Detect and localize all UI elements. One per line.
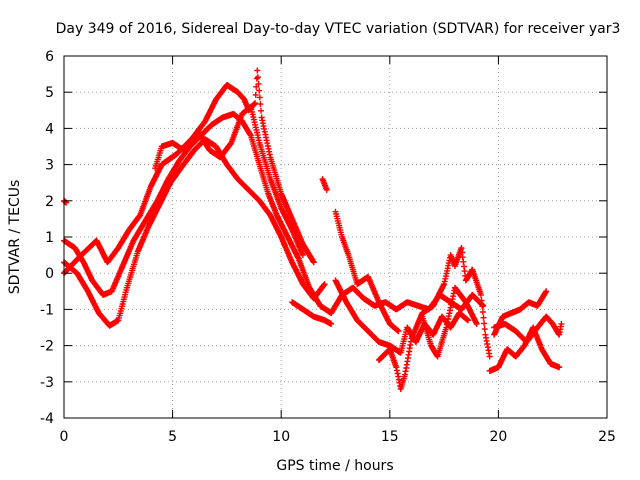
y-tick-label: 4 xyxy=(45,121,54,137)
series-track-11 xyxy=(419,284,480,360)
data-point-markers xyxy=(375,244,493,392)
x-axis-label: GPS time / hours xyxy=(276,458,393,474)
chart-title: Day 349 of 2016, Sidereal Day-to-day VTE… xyxy=(56,21,621,37)
y-tick-label: 5 xyxy=(45,85,54,101)
data-point-markers xyxy=(332,208,402,335)
y-tick-label: 1 xyxy=(45,230,54,246)
series-track-7 xyxy=(319,176,330,193)
series-track-9 xyxy=(332,208,402,335)
axis-ticks: -4 -3 -2 -1 0 1 2 3 4 5 6 0 5 10 15 20 25 xyxy=(40,49,616,445)
y-tick-label: -4 xyxy=(40,411,54,427)
y-tick-label: 6 xyxy=(45,49,54,65)
series-track-10 xyxy=(375,244,493,392)
x-tick-label: 0 xyxy=(60,429,69,445)
series-track-6 xyxy=(289,299,335,327)
x-tick-label: 25 xyxy=(598,429,616,445)
y-axis-label: SDTVAR / TECUs xyxy=(7,180,23,295)
x-tick-label: 15 xyxy=(381,429,399,445)
x-tick-label: 10 xyxy=(272,429,290,445)
data-point-markers xyxy=(289,299,335,327)
data-point-markers xyxy=(419,284,480,360)
data-series xyxy=(61,67,565,392)
y-tick-label: -1 xyxy=(40,302,54,318)
data-point-markers xyxy=(491,313,565,345)
data-point-markers xyxy=(319,176,330,193)
y-tick-label: -2 xyxy=(40,339,54,355)
y-tick-label: 3 xyxy=(45,158,54,174)
y-tick-label: 2 xyxy=(45,194,54,210)
x-tick-label: 5 xyxy=(168,429,177,445)
y-tick-label: 0 xyxy=(45,266,54,282)
x-tick-label: 20 xyxy=(489,429,507,445)
series-track-14 xyxy=(491,313,565,345)
y-tick-label: -3 xyxy=(40,375,54,391)
